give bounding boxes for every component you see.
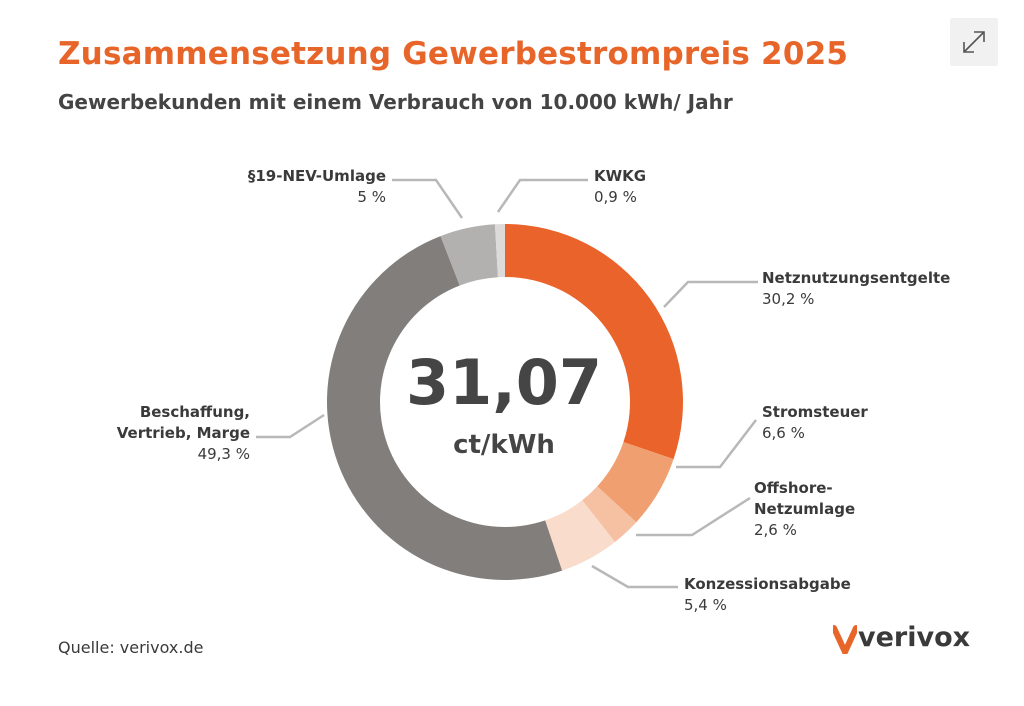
label-konzessionsabgabe: Konzessionsabgabe 5,4 % xyxy=(684,574,851,616)
logo-text: verivox xyxy=(858,622,971,653)
label-nev-umlage: §19-NEV-Umlage 5 % xyxy=(190,166,386,208)
label-name: KWKG xyxy=(594,167,647,185)
slice-beschaffung-vertrieb-marge xyxy=(326,236,563,581)
label-value: 0,9 % xyxy=(594,188,637,206)
label-name: Konzessionsabgabe xyxy=(684,575,851,593)
verivox-logo: verivox xyxy=(833,622,970,658)
slice-kwkg xyxy=(494,224,505,278)
connector-offshore-netzumlage xyxy=(636,496,751,537)
connector-stromsteuer xyxy=(676,419,757,469)
chart-title: Zusammensetzung Gewerbestrompreis 2025 xyxy=(58,36,849,72)
slice-19-nev-umlage xyxy=(440,224,498,286)
label-stromsteuer: Stromsteuer 6,6 % xyxy=(762,402,868,444)
slice-stromsteuer xyxy=(597,442,674,523)
expand-button[interactable] xyxy=(950,18,998,66)
label-name-line1: Beschaffung, xyxy=(139,403,250,421)
chart-subtitle: Gewerbekunden mit einem Verbrauch von 10… xyxy=(58,90,733,114)
label-value: 6,6 % xyxy=(762,424,805,442)
label-offshore-netzumlage: Offshore- Netzumlage 2,6 % xyxy=(754,478,855,541)
label-name: §19-NEV-Umlage xyxy=(247,167,386,185)
source-note: Quelle: verivox.de xyxy=(58,638,204,657)
center-total-value: 31,07 xyxy=(405,346,603,419)
connector-netznutzungsentgelte xyxy=(663,280,758,308)
center-total-unit: ct/kWh xyxy=(453,430,555,460)
expand-icon xyxy=(963,31,985,53)
label-value: 49,3 % xyxy=(197,445,250,463)
label-value: 5,4 % xyxy=(684,596,727,614)
label-name: Stromsteuer xyxy=(762,403,868,421)
label-name-line2: Vertrieb, Marge xyxy=(116,424,250,442)
label-value: 2,6 % xyxy=(754,521,797,539)
label-kwkg: KWKG 0,9 % xyxy=(594,166,646,208)
label-netznutzungsentgelte: Netznutzungsentgelte 30,2 % xyxy=(762,268,950,310)
label-beschaffung: Beschaffung, Vertrieb, Marge 49,3 % xyxy=(86,402,250,465)
slice-konzessionsabgabe xyxy=(545,500,615,571)
label-name-line2: Netzumlage xyxy=(754,500,856,518)
slice-offshore-netzumlage xyxy=(582,486,637,542)
connector-nev-umlage xyxy=(392,178,464,219)
label-value: 30,2 % xyxy=(762,290,815,308)
label-value: 5 % xyxy=(357,188,386,206)
label-name: Netznutzungsentgelte xyxy=(762,269,951,287)
connector-kwkg xyxy=(496,178,588,213)
connector-beschaffung xyxy=(256,413,325,439)
verivox-v-icon xyxy=(833,625,857,654)
connector-konzessionsabgabe xyxy=(591,564,678,589)
label-name-line1: Offshore- xyxy=(754,479,833,497)
slice-netznutzungsentgelte xyxy=(505,224,683,460)
